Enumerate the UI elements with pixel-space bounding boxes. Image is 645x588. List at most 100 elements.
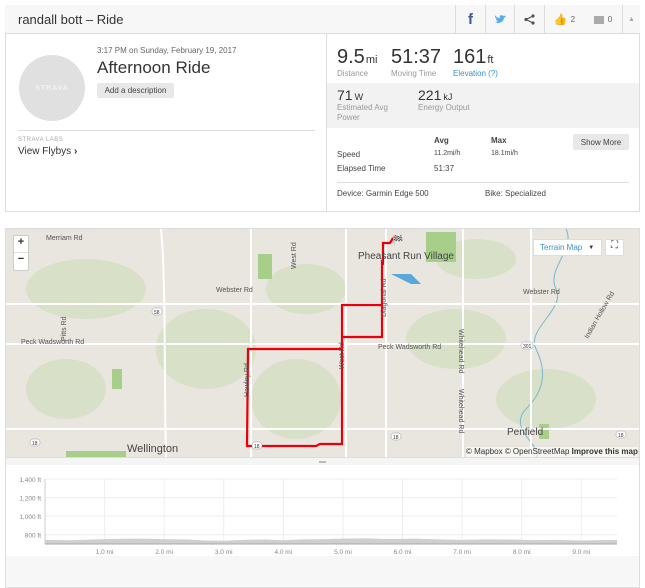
chart-footer (6, 556, 639, 587)
avatar-logo: STRAVA (35, 84, 69, 92)
map-label: Merriam Rd (46, 235, 83, 242)
elevation-unit: ft (487, 54, 494, 66)
athlete-avatar[interactable]: STRAVA (19, 55, 85, 121)
speed-max: 18.1mi/h (491, 150, 518, 157)
kudos-count: 2 (570, 15, 576, 24)
moving-time-label: Moving Time (391, 69, 437, 78)
zoom-in-button[interactable]: + (14, 236, 28, 253)
activity-header: randall bott – Ride f 👍 2 0 ▲ (5, 5, 640, 34)
elevation-chart[interactable]: 800 ft 1,000 ft 1,200 ft 1,400 ft 1.0 mi 2.0 … (6, 466, 639, 556)
stat-moving-time: 51:37 Moving Time (391, 46, 441, 78)
elevation-help-link[interactable]: Elevation (?) (453, 69, 498, 78)
route-map[interactable]: 🏁 Merriam Rd Pheasant Run Village Webste… (6, 229, 639, 457)
distance-label: Distance (337, 69, 369, 78)
y-tick-label: 800 ft (25, 533, 41, 540)
device-info: Device: Garmin Edge 500 (337, 189, 429, 198)
stat-distance: 9.5mi Distance (337, 46, 377, 78)
route-shield: 18 (393, 435, 399, 441)
x-tick-label: 4.0 mi (274, 549, 292, 556)
strava-labs-label: STRAVA LABS (18, 137, 64, 143)
map-attribution: © Mapbox © OpenStreetMap Improve this ma… (466, 447, 638, 457)
add-description-button[interactable]: Add a description (97, 83, 174, 98)
y-tick-label: 1,400 ft (19, 477, 41, 484)
show-more-button[interactable]: Show More (573, 134, 629, 150)
chevron-right-icon: › (73, 146, 78, 157)
map-label: Hawley Rd (244, 363, 251, 397)
map-label: Pitts Rd (61, 316, 68, 341)
facebook-icon: f (468, 11, 473, 28)
route-shield: 18 (32, 441, 38, 447)
elevation-area (45, 538, 617, 544)
twitter-share-button[interactable] (485, 5, 514, 34)
map-label: West Rd (291, 242, 298, 269)
caret-down-icon: ▼ (588, 244, 595, 251)
map-label: Diagonal Rd (381, 278, 388, 317)
mapbox-link[interactable]: © Mapbox (466, 447, 503, 456)
map-label: Peck Wadsworth Rd (378, 344, 441, 351)
map-label: Whitehead Rd (457, 329, 464, 373)
twitter-icon (494, 15, 506, 23)
y-tick-label: 1,000 ft (19, 514, 41, 521)
x-tick-label: 5.0 mi (334, 549, 352, 556)
stat-energy: 221 kJ Energy Output (418, 87, 470, 112)
facebook-share-button[interactable]: f (455, 5, 485, 34)
x-tick-label: 6.0 mi (394, 549, 412, 556)
distance-value: 9.5 (337, 46, 365, 68)
energy-unit: kJ (443, 92, 453, 102)
map-label: Peck Wadsworth Rd (21, 339, 84, 346)
distance-unit: mi (365, 54, 378, 66)
x-tick-label: 1.0 mi (96, 549, 114, 556)
energy-label: Energy Output (418, 103, 470, 112)
comment-button[interactable]: 0 (584, 5, 622, 34)
elevation-value: 161 (453, 46, 487, 68)
power-label: Estimated Avg Power (337, 103, 388, 122)
osm-link[interactable]: © OpenStreetMap (504, 447, 570, 456)
grip-icon (319, 461, 326, 463)
elapsed-value: 51:37 (434, 164, 455, 173)
zoom-controls: + − (13, 235, 29, 271)
x-tick-label: 8.0 mi (513, 549, 531, 556)
power-band (327, 83, 639, 128)
map-label: Pheasant Run Village (358, 251, 454, 262)
power-value: 71 (337, 87, 353, 103)
map-type-dropdown[interactable]: Terrain Map ▼ (533, 239, 602, 256)
collapse-caret-icon: ▲ (628, 16, 635, 23)
map-resize-handle[interactable] (6, 457, 639, 465)
kudos-button[interactable]: 👍 2 (544, 5, 584, 34)
zoom-out-button[interactable]: − (17, 253, 25, 265)
share-button[interactable] (514, 5, 544, 34)
collapse-button[interactable]: ▲ (622, 5, 640, 34)
share-icon (524, 14, 535, 25)
view-flybys-link[interactable]: View Flybys › (18, 146, 77, 158)
stat-power: 71 W Estimated Avg Power (337, 87, 407, 123)
elapsed-label: Elapsed Time (337, 164, 386, 173)
map-label: Penfield (507, 427, 543, 438)
route-shield: 58 (154, 310, 160, 316)
comment-count: 0 (607, 15, 613, 24)
route-line (245, 237, 394, 448)
energy-value: 221 (418, 87, 442, 103)
speed-label: Speed (337, 150, 361, 159)
fullscreen-button[interactable]: ⛶ (605, 239, 624, 256)
x-tick-label: 3.0 mi (215, 549, 233, 556)
bike-info: Bike: Specialized (485, 189, 546, 198)
divider (337, 182, 629, 183)
finish-flag-icon: 🏁 (392, 234, 403, 245)
y-tick-label: 1,200 ft (19, 496, 41, 503)
improve-map-link[interactable]: Improve this map (571, 447, 638, 456)
stats-divider-vertical (326, 34, 327, 212)
avg-header: Avg (434, 136, 449, 145)
x-tick-label: 7.0 mi (453, 549, 471, 556)
map-label: West Rd (339, 342, 346, 369)
map-label: Wellington (127, 443, 178, 455)
expand-icon: ⛶ (611, 240, 618, 251)
map-type-label: Terrain Map (540, 243, 583, 252)
activity-heading: randall bott – Ride (18, 12, 124, 27)
route-shield: 18 (618, 433, 624, 439)
x-tick-label: 2.0 mi (155, 549, 173, 556)
map-label: Whitehead Rd (457, 389, 464, 433)
route-shield: 18 (254, 444, 260, 450)
activity-title: Afternoon Ride (97, 58, 211, 77)
route-shield: 301 (523, 344, 532, 350)
x-tick-label: 9.0 mi (572, 549, 590, 556)
